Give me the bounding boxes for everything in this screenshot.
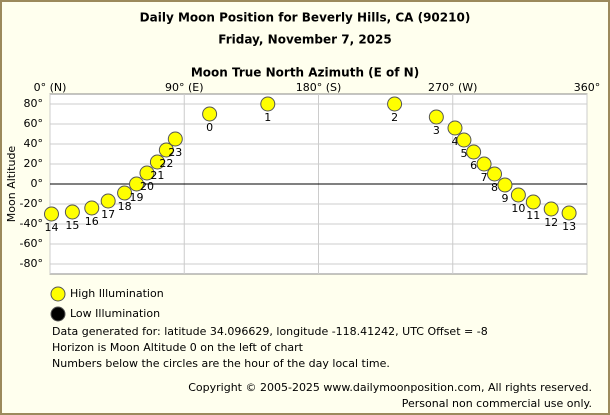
- moon-point: [466, 144, 482, 160]
- hour-label: 9: [501, 192, 508, 205]
- hour-label: 19: [130, 191, 144, 204]
- copyright: Copyright © 2005-2025 www.dailymoonposit…: [188, 381, 592, 394]
- note: Numbers below the circles are the hour o…: [52, 357, 390, 370]
- moon-point: [525, 194, 541, 210]
- y-axis-title: Moon Altitude: [5, 146, 18, 223]
- moon-point: [428, 109, 444, 125]
- hour-label: 11: [526, 209, 540, 222]
- hour-label: 13: [562, 220, 576, 233]
- note: Horizon is Moon Altitude 0 on the left o…: [52, 341, 304, 354]
- hour-label: 6: [470, 159, 477, 172]
- y-tick-label: 20°: [24, 157, 44, 170]
- moon-point: [100, 193, 116, 209]
- moon-point: [456, 132, 472, 148]
- moon-point: [476, 156, 492, 172]
- y-tick-label: 0°: [31, 177, 44, 190]
- chart-title: Daily Moon Position for Beverly Hills, C…: [140, 11, 471, 25]
- moon-point: [129, 176, 145, 192]
- moon-point: [43, 206, 59, 222]
- moon-point: [260, 96, 276, 112]
- hour-label: 21: [150, 169, 164, 182]
- chart-subtitle: Friday, November 7, 2025: [218, 33, 391, 47]
- legend-marker: [50, 306, 66, 322]
- x-tick-label: 270° (W): [428, 81, 477, 94]
- y-tick-label: -40°: [20, 217, 43, 230]
- moon-point: [447, 120, 463, 136]
- moon-point: [510, 187, 526, 203]
- hour-label: 23: [168, 146, 182, 159]
- hour-label: 18: [118, 200, 132, 213]
- moon-point: [497, 177, 513, 193]
- hour-label: 4: [451, 135, 458, 148]
- x-tick-label: 180° (S): [296, 81, 342, 94]
- moon-point: [139, 165, 155, 181]
- hour-label: 10: [511, 202, 525, 215]
- moon-point: [64, 204, 80, 220]
- hour-label: 16: [85, 215, 99, 228]
- hour-label: 15: [65, 219, 79, 232]
- x-tick-label: 90° (E): [165, 81, 204, 94]
- hour-label: 12: [544, 216, 558, 229]
- y-tick-label: -20°: [20, 197, 43, 210]
- y-tick-label: -60°: [20, 237, 43, 250]
- hour-label: 1: [264, 111, 271, 124]
- x-tick-label: 0° (N): [34, 81, 67, 94]
- hour-label: 5: [460, 147, 467, 160]
- x-axis-title: Moon True North Azimuth (E of N): [191, 66, 419, 80]
- y-tick-label: 60°: [24, 117, 44, 130]
- moon-point: [487, 166, 503, 182]
- hour-label: 14: [44, 221, 58, 234]
- legend-marker: [50, 286, 66, 302]
- hour-label: 20: [140, 180, 154, 193]
- moon-point: [387, 96, 403, 112]
- moon-point: [149, 154, 165, 170]
- copyright: Personal non commercial use only.: [402, 397, 592, 410]
- hour-label: 2: [391, 111, 398, 124]
- hour-label: 7: [481, 171, 488, 184]
- note: Data generated for: latitude 34.096629, …: [52, 325, 488, 338]
- y-tick-label: 40°: [24, 137, 44, 150]
- hour-label: 3: [433, 124, 440, 137]
- hour-label: 8: [491, 181, 498, 194]
- y-tick-label: 80°: [24, 97, 44, 110]
- hour-label: 17: [101, 208, 115, 221]
- moon-point: [158, 142, 174, 158]
- hour-label: 0: [206, 121, 213, 134]
- moon-point: [561, 205, 577, 221]
- moon-point: [167, 131, 183, 147]
- legend-label: Low Illumination: [70, 307, 160, 320]
- legend-label: High Illumination: [70, 287, 164, 300]
- moon-point: [543, 201, 559, 217]
- hour-label: 22: [159, 157, 173, 170]
- moon-point: [117, 185, 133, 201]
- moon-point: [202, 106, 218, 122]
- x-tick-label: 360°: [574, 81, 601, 94]
- y-tick-label: -80°: [20, 257, 43, 270]
- moon-point: [84, 200, 100, 216]
